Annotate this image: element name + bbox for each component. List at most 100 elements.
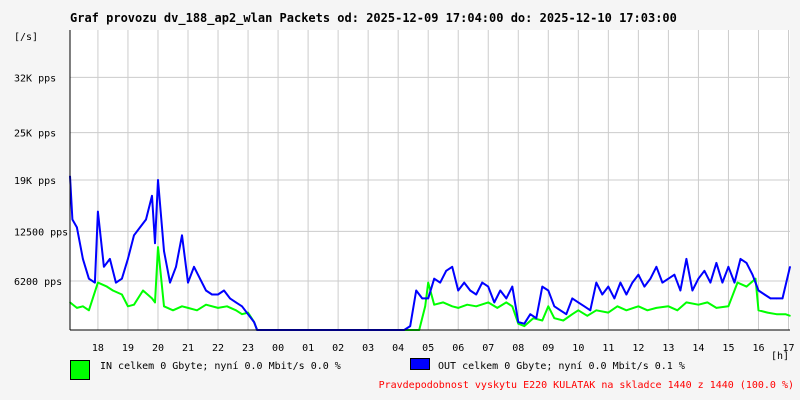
data-point-in-48 xyxy=(577,309,580,312)
y-tick-label-2: 19K pps xyxy=(14,176,56,187)
data-point-in-50 xyxy=(595,309,598,312)
data-point-in-17 xyxy=(187,307,189,309)
x-tick-label-18: 12 xyxy=(632,343,644,354)
data-point-out-55 xyxy=(523,322,526,325)
data-point-out-24 xyxy=(199,277,201,280)
data-point-out-27 xyxy=(217,293,219,296)
data-point-out-9 xyxy=(115,281,117,284)
data-point-in-53 xyxy=(625,309,628,312)
data-point-in-35 xyxy=(475,305,478,308)
data-point-out-93 xyxy=(751,273,754,276)
data-point-in-54 xyxy=(637,305,640,308)
data-point-out-46 xyxy=(469,289,472,292)
data-point-out-49 xyxy=(487,285,490,288)
data-point-out-22 xyxy=(187,281,189,284)
data-point-out-82 xyxy=(685,258,688,260)
data-point-out-45 xyxy=(463,281,466,284)
data-point-out-10 xyxy=(121,277,123,280)
data-point-out-43 xyxy=(451,266,454,268)
legend-swatch-out xyxy=(410,358,430,370)
legend-label-in: IN celkem 0 Gbyte; nyní 0.0 Mbit/s 0.0 % xyxy=(100,361,341,372)
footnote-text: Pravdepodobnost vyskytu E220 KULATAK na … xyxy=(378,380,794,391)
data-point-out-91 xyxy=(739,258,742,260)
data-point-out-62 xyxy=(565,313,568,316)
series-line-in xyxy=(69,246,791,331)
data-point-out-85 xyxy=(703,270,706,272)
data-point-out-89 xyxy=(727,266,730,268)
data-point-out-28 xyxy=(223,289,225,292)
data-point-out-32 xyxy=(247,313,249,316)
data-point-out-12 xyxy=(133,234,135,237)
data-point-in-10 xyxy=(142,289,144,292)
data-point-out-75 xyxy=(643,285,646,288)
data-point-out-48 xyxy=(481,281,484,284)
data-point-out-14 xyxy=(145,218,147,221)
data-point-out-51 xyxy=(499,289,502,292)
data-point-in-62 xyxy=(715,307,718,309)
data-point-in-41 xyxy=(523,325,526,327)
data-point-in-70 xyxy=(784,313,787,316)
data-point-in-16 xyxy=(181,305,183,308)
x-tick-label-11: 05 xyxy=(422,343,434,354)
data-point-in-67 xyxy=(757,309,760,312)
data-point-out-17 xyxy=(157,179,159,181)
data-point-out-33 xyxy=(253,321,255,323)
data-point-in-31 xyxy=(442,301,445,304)
data-point-in-14 xyxy=(163,305,165,308)
y-tick-label-4: 32K pps xyxy=(14,73,56,84)
data-point-in-37 xyxy=(496,307,499,309)
data-point-out-94 xyxy=(757,289,760,292)
data-point-in-61 xyxy=(706,301,709,304)
y-tick-label-3: 25K pps xyxy=(14,129,56,140)
chart-title: Graf provozu dv_188_ap2_wlan Packets od:… xyxy=(70,11,677,25)
data-point-out-11 xyxy=(127,258,129,260)
data-point-in-42 xyxy=(532,317,535,320)
x-tick-label-12: 06 xyxy=(452,343,464,354)
data-point-out-86 xyxy=(709,281,712,284)
data-point-out-44 xyxy=(457,289,460,292)
data-point-out-67 xyxy=(595,281,598,284)
data-point-out-36 xyxy=(409,325,412,327)
data-point-in-2 xyxy=(82,305,84,308)
data-point-out-50 xyxy=(493,301,496,304)
data-point-in-13 xyxy=(157,246,159,248)
data-point-out-16 xyxy=(154,242,156,244)
data-point-out-31 xyxy=(241,305,243,308)
data-point-out-66 xyxy=(589,309,592,312)
data-point-out-39 xyxy=(427,297,430,300)
x-tick-label-2: 20 xyxy=(152,343,164,354)
data-point-in-63 xyxy=(727,305,730,308)
data-point-in-19 xyxy=(205,303,207,306)
data-point-out-61 xyxy=(559,309,562,312)
x-axis-unit: [h] xyxy=(771,351,789,362)
data-point-out-30 xyxy=(235,301,237,304)
data-point-out-53 xyxy=(511,285,514,288)
data-point-out-87 xyxy=(715,262,718,264)
series-layer xyxy=(69,175,791,331)
data-point-out-2 xyxy=(76,226,78,229)
data-point-out-25 xyxy=(205,289,207,292)
data-point-out-69 xyxy=(607,285,610,288)
x-tick-label-7: 01 xyxy=(302,343,314,354)
data-point-in-3 xyxy=(88,309,90,312)
data-point-in-40 xyxy=(517,322,520,325)
data-point-out-83 xyxy=(691,289,694,292)
data-point-out-92 xyxy=(745,262,748,264)
data-point-out-37 xyxy=(415,289,418,292)
data-point-in-29 xyxy=(427,281,430,284)
data-point-in-59 xyxy=(685,301,688,304)
data-point-in-32 xyxy=(451,305,454,308)
legend-label-out: OUT celkem 0 Gbyte; nyní 0.0 Mbit/s 0.1 … xyxy=(438,361,685,372)
data-point-out-20 xyxy=(175,266,177,268)
data-point-out-78 xyxy=(661,281,664,284)
data-point-in-56 xyxy=(655,307,658,309)
data-point-in-22 xyxy=(235,309,237,312)
x-tick-label-20: 14 xyxy=(692,343,704,354)
data-point-in-7 xyxy=(121,293,123,296)
legend-swatch-in xyxy=(70,360,90,380)
data-point-out-58 xyxy=(541,285,544,288)
data-point-in-5 xyxy=(106,285,108,288)
data-point-in-64 xyxy=(736,281,739,284)
data-point-in-18 xyxy=(196,309,198,312)
data-point-out-79 xyxy=(667,277,670,280)
